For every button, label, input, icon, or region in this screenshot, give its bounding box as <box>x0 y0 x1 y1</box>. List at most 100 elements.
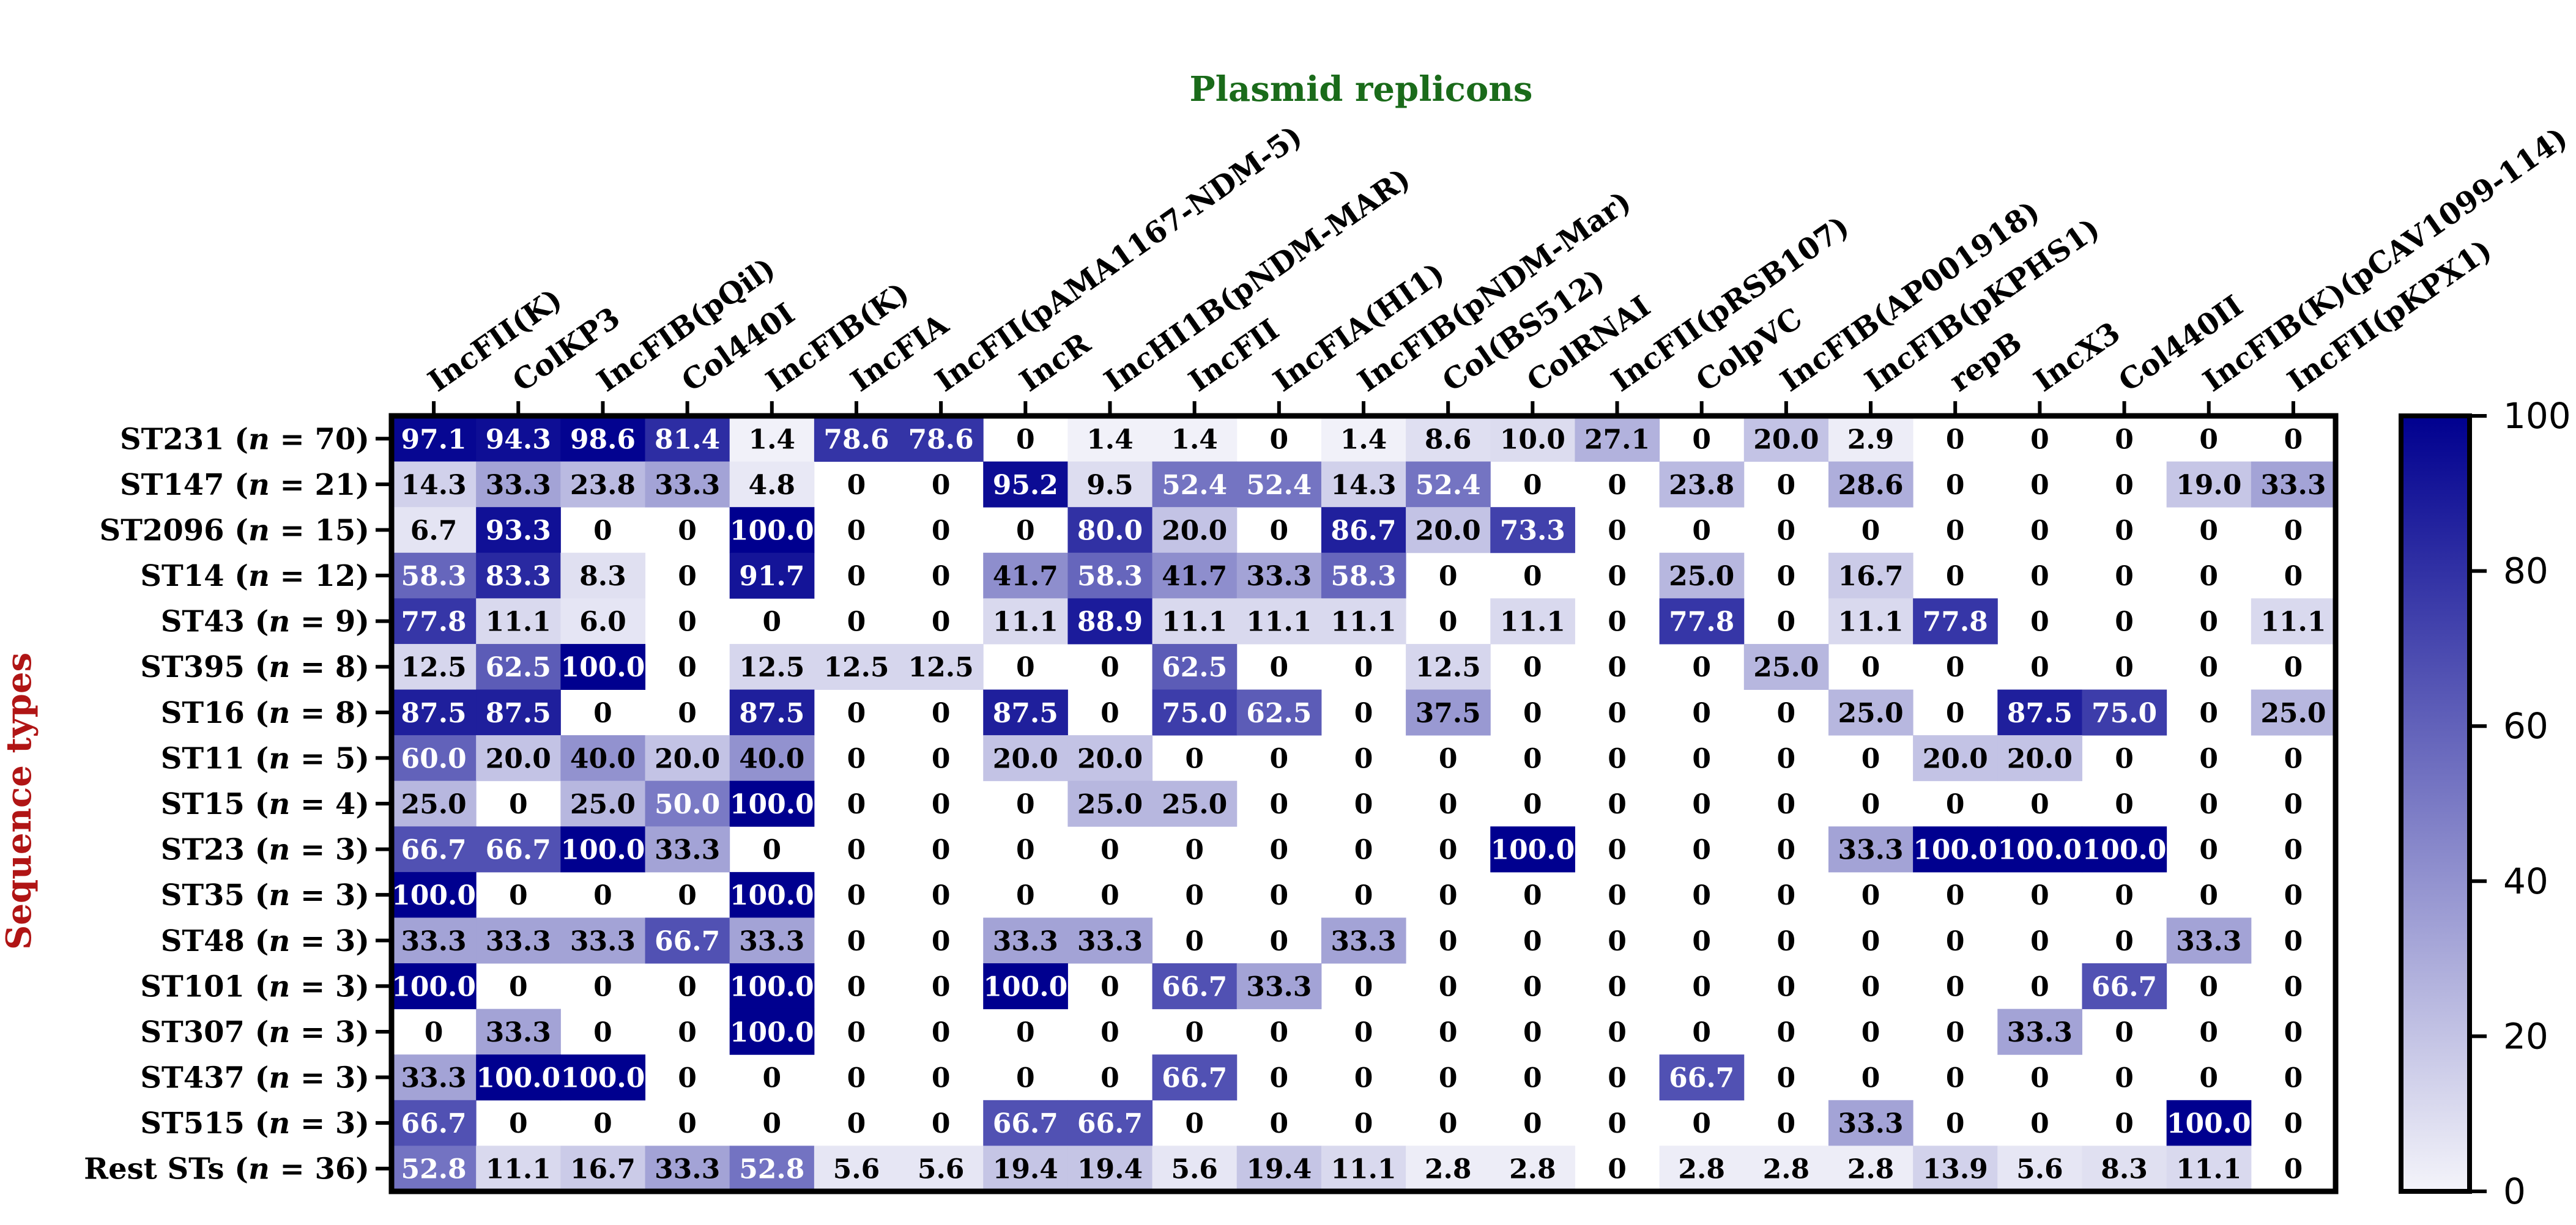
cell-value: 73.3 <box>1500 515 1565 546</box>
cell-value: 2.8 <box>1509 1154 1556 1185</box>
cell-value: 0 <box>847 470 866 501</box>
cell-value: 0 <box>932 743 951 774</box>
cell-value: 0 <box>2284 1154 2303 1185</box>
heatmap-cell <box>729 1008 815 1055</box>
cell-value: 58.3 <box>1331 561 1396 592</box>
heatmap-cell <box>1152 1145 1238 1192</box>
cell-value: 0 <box>1523 971 1542 1002</box>
heatmap-cell <box>2166 461 2252 508</box>
heatmap-cell <box>2251 461 2336 508</box>
cell-value: 87.5 <box>739 698 804 729</box>
heatmap-cell <box>1236 1145 1322 1192</box>
heatmap-cell <box>1659 1054 1745 1101</box>
heatmap-cell <box>476 689 561 736</box>
heatmap-cell <box>392 735 477 782</box>
heatmap-cell <box>476 735 561 782</box>
cell-value: 0 <box>2199 698 2218 729</box>
heatmap-cell <box>560 643 646 690</box>
cell-value: 40.0 <box>739 743 804 774</box>
cell-value: 62.5 <box>1162 652 1227 683</box>
heatmap-cell <box>560 461 646 508</box>
heatmap-cell <box>1828 598 1913 645</box>
heatmap-cell <box>560 780 646 827</box>
cell-value: 52.8 <box>401 1154 467 1185</box>
cell-value: 28.6 <box>1838 470 1903 501</box>
heatmap-cell <box>2082 963 2167 1010</box>
heatmap-cell <box>1152 1054 1238 1101</box>
cell-value: 8.6 <box>1425 424 1472 455</box>
cell-value: 93.3 <box>486 515 551 546</box>
cell-value: 0 <box>1608 1063 1627 1094</box>
cell-value: 1.4 <box>749 424 796 455</box>
heatmap-cell <box>1997 735 2082 782</box>
cell-value: 12.5 <box>908 652 974 683</box>
cell-value: 6.0 <box>579 607 626 638</box>
heatmap-cell <box>729 780 815 827</box>
cell-value: 0 <box>2115 1063 2134 1094</box>
heatmap-cell <box>560 598 646 645</box>
cell-value: 0 <box>1777 835 1796 866</box>
heatmap-cell <box>392 461 477 508</box>
cell-value: 14.3 <box>1331 470 1396 501</box>
cell-value: 0 <box>1692 515 1711 546</box>
cell-value: 0 <box>678 561 697 592</box>
heatmap-cell <box>392 507 477 553</box>
cell-value: 40.0 <box>570 743 636 774</box>
cell-value: 97.1 <box>401 424 467 455</box>
cell-value: 33.3 <box>1838 1108 1903 1139</box>
cell-value: 0 <box>1777 971 1796 1002</box>
cell-value: 5.6 <box>918 1154 965 1185</box>
cell-value: 11.1 <box>1838 607 1903 638</box>
cell-value: 0 <box>2115 1017 2134 1048</box>
cell-value: 33.3 <box>486 926 551 957</box>
cell-value: 0 <box>1354 971 1373 1002</box>
cell-value: 11.1 <box>1162 607 1227 638</box>
heatmap-cell <box>476 917 561 964</box>
cell-value: 0 <box>1692 789 1711 820</box>
colorbar-gradient <box>2399 413 2472 1194</box>
cell-value: 25.0 <box>1838 698 1903 729</box>
cell-value: 80.0 <box>1077 515 1143 546</box>
heatmap-cell <box>1997 1145 2082 1192</box>
cell-value: 0 <box>1439 561 1458 592</box>
cell-value: 0 <box>932 789 951 820</box>
cell-value: 0 <box>1946 698 1965 729</box>
cell-value: 0 <box>1692 698 1711 729</box>
cell-value: 0 <box>1777 926 1796 957</box>
heatmap-cell <box>983 552 1068 599</box>
cell-value: 0 <box>1354 1017 1373 1048</box>
cell-value: 41.7 <box>1162 561 1227 592</box>
heatmap-cell <box>392 963 477 1010</box>
heatmap-cell <box>1067 461 1153 508</box>
cell-value: 6.7 <box>410 515 458 546</box>
heatmap-cell <box>1321 917 1406 964</box>
cell-value: 33.3 <box>1246 561 1312 592</box>
heatmap-cell <box>814 416 899 462</box>
cell-value: 0 <box>1777 880 1796 911</box>
cell-value: 37.5 <box>1416 698 1481 729</box>
colorbar: 0 20 40 60 80 100 <box>2399 395 2571 1212</box>
cell-value: 100.0 <box>983 971 1067 1002</box>
cell-value: 2.9 <box>1847 424 1895 455</box>
cell-value: 33.3 <box>2007 1017 2073 1048</box>
heatmap-cell <box>1406 1145 1491 1192</box>
row-label: ST43 (n = 9) <box>161 605 369 639</box>
cell-value: 0 <box>847 698 866 729</box>
cell-value: 0 <box>2115 926 2134 957</box>
cell-value: 0 <box>2030 971 2049 1002</box>
column-labels: IncFII(K)ColKP3IncFIB(pQil)Col440IIncFIB… <box>422 119 2574 413</box>
heatmap-cell <box>1997 689 2082 736</box>
heatmap-cell <box>729 643 815 690</box>
cell-value: 41.7 <box>993 561 1058 592</box>
cell-value: 0 <box>1692 1017 1711 1048</box>
cell-value: 0 <box>1185 743 1204 774</box>
heatmap-cell <box>1236 552 1322 599</box>
cell-value: 100.0 <box>1998 835 2082 866</box>
heatmap-cell <box>1321 552 1406 599</box>
cell-value: 0 <box>2030 561 2049 592</box>
heatmap-cell <box>476 461 561 508</box>
heatmap-cell <box>1152 598 1238 645</box>
cell-value: 0 <box>2199 1017 2218 1048</box>
heatmap-cell <box>1321 598 1406 645</box>
cell-value: 0 <box>1608 1154 1627 1185</box>
